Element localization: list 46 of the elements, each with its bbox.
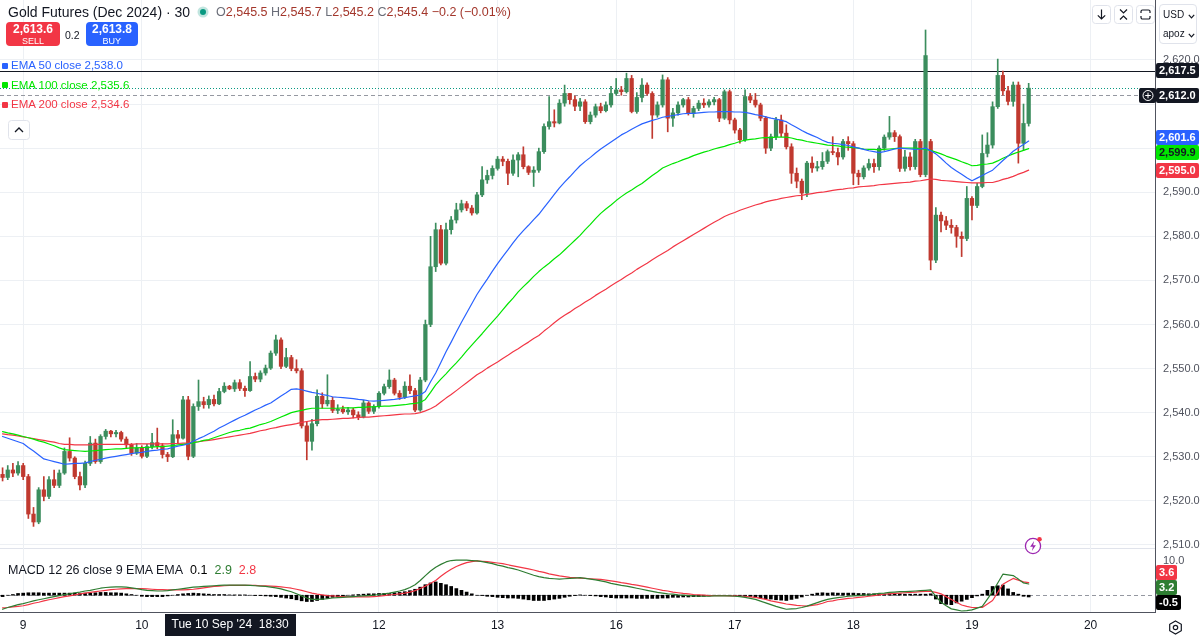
x-tick-label: 19 xyxy=(965,617,979,632)
x-tick-label: 9 xyxy=(19,617,27,632)
text: O2,545.5 H2,545.7 L2,545.2 C2,545.4 −0.2 (−0.01%) xyxy=(216,4,511,19)
y-tick-label: 2,530.0 xyxy=(1163,449,1200,462)
dropdown-box: USD apoz xyxy=(1159,4,1197,44)
y-tick-label: 2,560.0 xyxy=(1163,317,1200,330)
text: 3.2 xyxy=(1156,580,1178,596)
annotation: 0.1 xyxy=(190,563,208,578)
x-tick-label: 18 xyxy=(846,617,861,632)
annotation: BUY xyxy=(102,36,122,47)
annotation: 0.2 xyxy=(65,29,80,42)
legend-label: EMA 200 close 2,534.6 xyxy=(11,98,130,110)
annotation: 2.8 xyxy=(238,563,257,578)
y-tick-label: 2,520.0 xyxy=(1163,493,1200,506)
y-tick-label: 2,580.0 xyxy=(1163,229,1200,242)
x-tick-label: 13 xyxy=(490,617,505,632)
annotation: SELL xyxy=(22,36,45,47)
y-tick-label: 2,620.0 xyxy=(1163,52,1200,65)
y-tick-label: 2,570.0 xyxy=(1163,273,1200,286)
x-tick-label: 16 xyxy=(609,617,624,632)
legend-label: EMA 50 close 2,538.0 xyxy=(11,59,123,71)
text: 2,599.9 xyxy=(1156,144,1199,160)
x-tick-label: 10 xyxy=(135,617,149,632)
x-tick-label: 17 xyxy=(728,617,742,632)
y-tick-label: 2,590.0 xyxy=(1163,185,1200,198)
chart-title: MACD 12 26 close 9 EMA EMA xyxy=(8,563,184,578)
y-tick-label: 2,510.0 xyxy=(1163,537,1200,550)
annotation: 2.9 xyxy=(214,563,232,578)
text: -0.5 xyxy=(1156,595,1181,611)
ref-line-label: 2,612.0 xyxy=(1156,87,1199,103)
legend-label: EMA 100 close 2,535.6 xyxy=(11,78,130,91)
text: 10.0 xyxy=(1163,553,1185,567)
ref-line-label: 2,617.5 xyxy=(1156,63,1199,79)
y-tick-label: 2,550.0 xyxy=(1163,361,1200,374)
buy-button: 2,613.8 BUY xyxy=(86,22,138,46)
annotation: 2,613.8 xyxy=(92,22,133,37)
annotation: 2,613.6 xyxy=(13,22,54,37)
text: 2,601.6 xyxy=(1156,129,1199,145)
text: 2,595.0 xyxy=(1156,162,1199,178)
sell-button: 2,613.6 SELL xyxy=(6,22,60,46)
x-tick-label: 12 xyxy=(372,617,386,632)
x-tick-label: 20 xyxy=(1083,617,1098,632)
text: 3.6 xyxy=(1156,565,1178,581)
chart-title: Gold Futures (Dec 2024) · 30 xyxy=(8,4,191,21)
y-tick-label: 2,540.0 xyxy=(1163,405,1200,418)
text: Tue 10 Sep '24 18:30 xyxy=(164,614,296,636)
